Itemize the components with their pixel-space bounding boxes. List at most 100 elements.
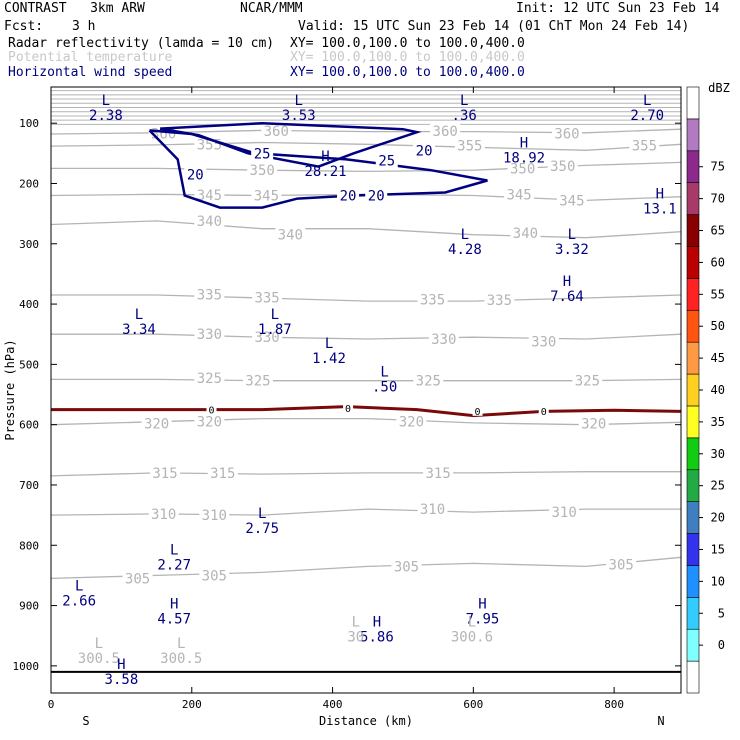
freezing-label: 0 — [345, 404, 351, 415]
theta-contour-360 — [50, 128, 682, 135]
wind-label-bg — [337, 187, 360, 203]
extremum-type: H — [656, 187, 664, 203]
theta-label-bg — [391, 558, 422, 573]
header-valid: Valid: 15 UTC Sun 23 Feb 14 (01 ChT Mon … — [298, 19, 690, 34]
theta-label-355: 355 — [457, 138, 482, 154]
colorbar-swatch — [686, 118, 700, 152]
colorbar-label: 30 — [711, 447, 725, 461]
theta-label-bg — [413, 372, 444, 387]
extremum-value: 1.87 — [258, 322, 292, 338]
wind-label-bg — [251, 145, 274, 161]
freezing-label-bg — [343, 401, 354, 413]
header-model: CONTRAST 3km ARW — [4, 1, 145, 16]
extremum-value: 2.27 — [157, 557, 191, 573]
colorbar-swatch — [686, 533, 700, 566]
wind-label-bg — [184, 166, 207, 182]
theta-label-320: 320 — [581, 416, 606, 432]
theta-label-bg — [606, 556, 637, 571]
theta-label-bg — [194, 186, 225, 201]
x-axis-title: Distance (km) — [319, 714, 413, 728]
theta-label-bg — [528, 333, 559, 348]
theta-label-345: 345 — [197, 188, 222, 204]
y-tick-label: 100 — [19, 117, 39, 130]
wind-contour-label: 20 — [340, 189, 357, 205]
colorbar-swatch — [686, 341, 700, 375]
extremum-type: L — [75, 579, 83, 595]
theta-label-315: 315 — [426, 466, 451, 482]
theta-label-bg — [428, 331, 459, 346]
theta-label-315: 315 — [210, 466, 235, 482]
theta-label-350: 350 — [510, 161, 535, 177]
theta-label-320: 320 — [399, 415, 424, 431]
y-tick-label: 400 — [19, 298, 39, 311]
extremum-value: 4.57 — [157, 612, 191, 628]
theta-label-bg — [396, 413, 427, 428]
colorbar-swatch — [686, 660, 700, 694]
theta-label-bg — [417, 501, 448, 516]
extremum-type: L — [468, 615, 476, 631]
colorbar-label: 40 — [711, 383, 725, 397]
theta-contour-355 — [50, 141, 682, 151]
theta-label-bg — [194, 212, 225, 227]
theta-label-305: 305 — [202, 568, 227, 584]
extremum-type: L — [643, 93, 651, 109]
theta-label-bg — [454, 137, 485, 152]
extremum-value: 2.38 — [89, 108, 123, 124]
theta-label-310: 310 — [552, 505, 577, 521]
extremum-type: L — [258, 506, 266, 522]
freezing-label-bg — [472, 404, 483, 416]
colorbar-swatch — [686, 182, 700, 215]
wind-contour-label: 25 — [378, 154, 395, 170]
theta-label-355: 355 — [632, 138, 657, 154]
colorbar-swatch — [686, 405, 700, 439]
wind-contour-label: 20 — [187, 167, 204, 183]
theta-label-360: 360 — [554, 126, 579, 142]
colorbar-layer: 0 5 10 15 20 25 30 35 40 45 50 55 60 65 70 75 dBZ — [686, 81, 730, 694]
extremum-type: L — [461, 227, 469, 243]
theta-label-345: 345 — [506, 187, 531, 203]
theta-label-335: 335 — [420, 292, 445, 308]
colorbar-label: 5 — [718, 606, 725, 620]
colorbar-swatch — [686, 597, 700, 630]
wind-speed-layer: 25 25 20 20 20 20 — [148, 121, 488, 209]
colorbar-label: 70 — [711, 192, 725, 206]
colorbar-label: 10 — [711, 574, 725, 588]
extremum-value: .36 — [452, 108, 477, 124]
theta-label-bg — [252, 329, 283, 344]
theta-contour-350 — [51, 161, 682, 173]
colorbar-label: 50 — [711, 319, 725, 333]
theta-label-bg — [194, 413, 225, 428]
extremum-value: 18.92 — [503, 150, 545, 166]
freezing-label-bg — [206, 403, 217, 415]
theta-label-345: 345 — [254, 189, 279, 205]
theta-label-335: 335 — [487, 293, 512, 309]
colorbar-label: 65 — [711, 224, 725, 238]
extremum-value: 2.75 — [245, 521, 279, 537]
extremum-type: H — [170, 597, 178, 613]
freezing-label: 0 — [208, 406, 214, 417]
colorbar-label: 25 — [711, 479, 725, 493]
extremum-type: L — [568, 227, 576, 243]
extremum-type: H — [563, 274, 571, 290]
extremum-value: 28.21 — [304, 164, 346, 180]
theta-label-bg — [141, 415, 172, 430]
y-tick-label: 700 — [19, 479, 39, 492]
theta-label-340: 340 — [513, 226, 538, 242]
colorbar-swatch — [686, 437, 700, 471]
theta-contour-315 — [50, 471, 681, 477]
field2-name: Potential temperature — [8, 50, 173, 65]
theta-contour-305 — [50, 556, 682, 580]
colorbar-label: 45 — [711, 351, 725, 365]
colorbar-label: 60 — [711, 255, 725, 269]
extremum-value: 300.5 — [160, 651, 202, 667]
theta-label-305: 305 — [394, 559, 419, 575]
theta-label-325: 325 — [197, 371, 222, 387]
y-tick-label: 800 — [19, 539, 39, 552]
freezing-label-bg — [538, 404, 549, 416]
theta-label-320: 320 — [197, 415, 222, 431]
theta-label-335: 335 — [254, 290, 279, 306]
theta-label-310: 310 — [420, 502, 445, 518]
colorbar-label: 15 — [711, 542, 725, 556]
colorbar-swatch — [686, 278, 700, 311]
theta-label-bg — [199, 507, 230, 522]
